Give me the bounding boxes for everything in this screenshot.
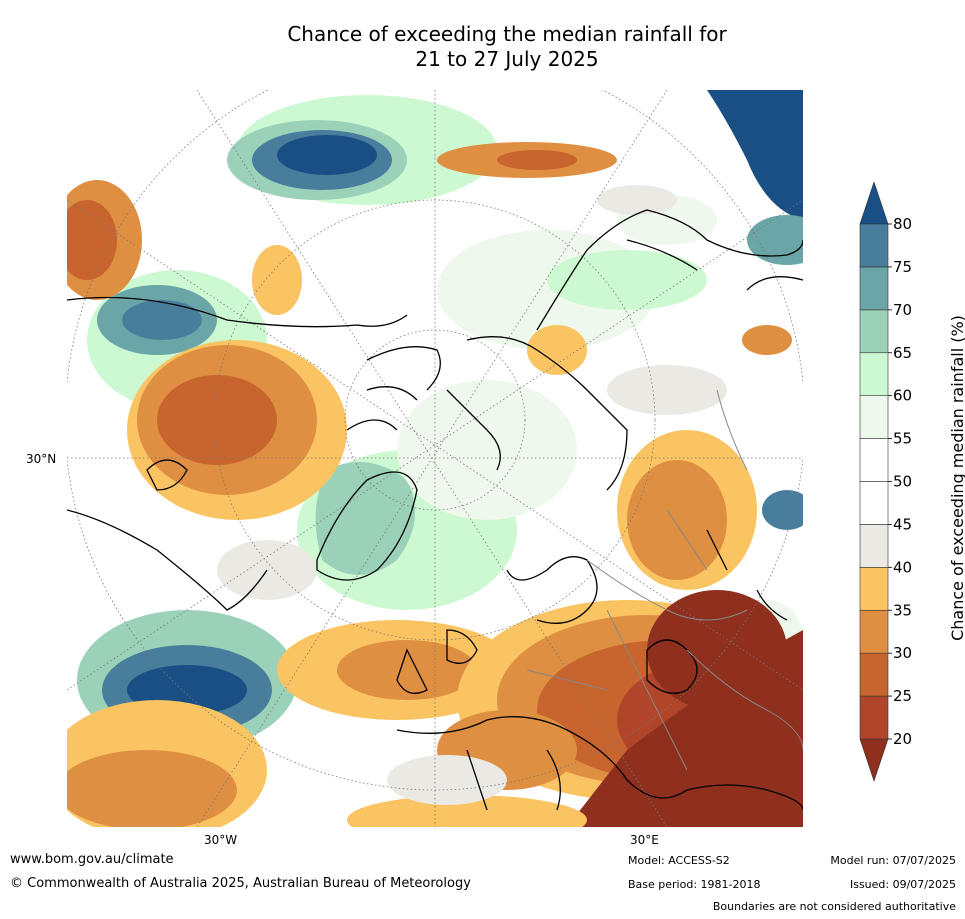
title-line-2: 21 to 27 July 2025 bbox=[415, 47, 599, 71]
colorbar-block bbox=[859, 395, 889, 439]
colorbar-tick-label: 25 bbox=[893, 687, 912, 705]
colorbar-block bbox=[859, 309, 889, 354]
website-link[interactable]: www.bom.gov.au/climate bbox=[10, 852, 174, 867]
colorbar-block bbox=[859, 524, 889, 568]
model-run-date: Model run: 07/07/2025 bbox=[830, 854, 956, 867]
colorbar-block bbox=[859, 352, 889, 396]
model-name: Model: ACCESS-S2 bbox=[628, 854, 730, 867]
colorbar-block bbox=[859, 567, 889, 611]
colorbar-tick-label: 30 bbox=[893, 644, 912, 662]
dry-regions bbox=[67, 142, 803, 827]
colorbar-extend-high bbox=[859, 181, 889, 225]
colorbar-tick-label: 70 bbox=[893, 301, 912, 319]
colorbar-tick-label: 55 bbox=[893, 430, 912, 448]
wet-regions bbox=[77, 90, 803, 750]
coastlines bbox=[67, 209, 803, 811]
colorbar-block bbox=[859, 481, 889, 525]
colorbar-block bbox=[859, 695, 889, 740]
title-line-1: Chance of exceeding the median rainfall … bbox=[287, 22, 727, 46]
colorbar-block bbox=[859, 438, 889, 482]
copyright-notice: © Commonwealth of Australia 2025, Austra… bbox=[10, 876, 471, 891]
boundary-disclaimer: Boundaries are not considered authoritat… bbox=[712, 900, 956, 913]
colorbar-block bbox=[859, 609, 889, 654]
colorbar-tick-label: 80 bbox=[893, 215, 912, 233]
colorbar-svg: 20 25 30 35 40 45 50 55 60 65 70 75 80 Chance of exc… bbox=[859, 181, 965, 782]
latitude-30n-label: 30°N bbox=[26, 452, 57, 466]
colorbar-block bbox=[859, 652, 889, 697]
colorbar-tick-label: 75 bbox=[893, 258, 912, 276]
map-title: Chance of exceeding the median rainfall … bbox=[0, 22, 965, 72]
longitude-30w-label: 30°W bbox=[204, 833, 238, 847]
map-svg bbox=[67, 90, 803, 827]
base-period: Base period: 1981-2018 bbox=[628, 878, 761, 891]
colorbar-tick-label: 50 bbox=[893, 473, 912, 491]
colorbar-tick-label: 20 bbox=[893, 730, 912, 748]
country-borders bbox=[526, 389, 803, 771]
colorbar-tick-label: 60 bbox=[893, 387, 912, 405]
rainfall-probability-map bbox=[67, 90, 803, 827]
graticule bbox=[67, 90, 803, 827]
colorbar-tick-label: 65 bbox=[893, 344, 912, 362]
longitude-30e-label: 30°E bbox=[630, 833, 659, 847]
colorbar-block bbox=[859, 223, 889, 268]
colorbar-label: Chance of exceeding median rainfall (%) bbox=[948, 315, 965, 641]
issued-date: Issued: 09/07/2025 bbox=[849, 878, 956, 891]
colorbar-legend: 20 25 30 35 40 45 50 55 60 65 70 75 80 Chance of exc… bbox=[855, 181, 965, 782]
colorbar-tick-label: 40 bbox=[893, 558, 912, 576]
colorbar-block bbox=[859, 266, 889, 311]
colorbar-extend-low bbox=[859, 738, 889, 782]
colorbar-tick-label: 35 bbox=[893, 601, 912, 619]
colorbar-tick-label: 45 bbox=[893, 515, 912, 533]
